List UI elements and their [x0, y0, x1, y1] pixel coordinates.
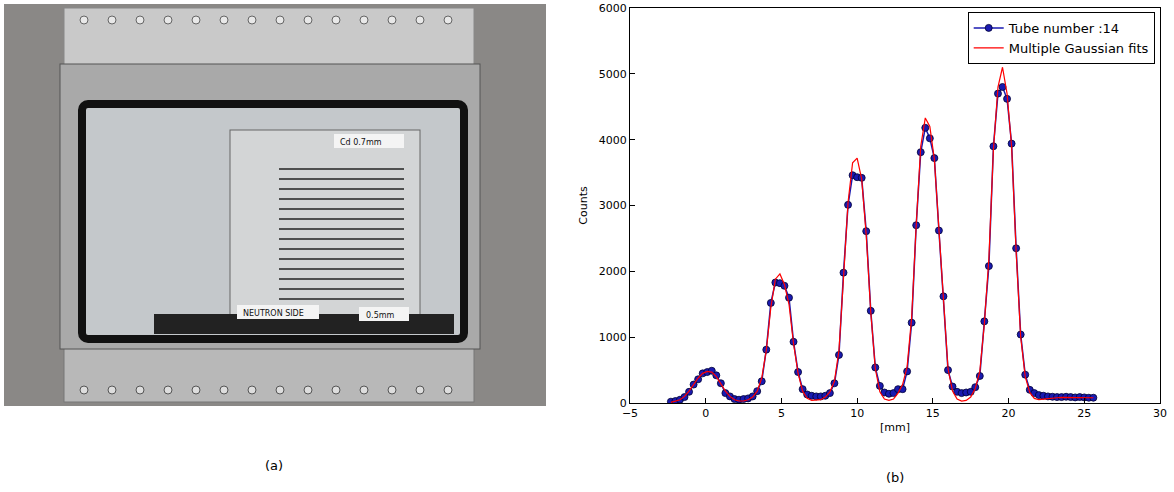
svg-text:5: 5 — [778, 407, 785, 420]
svg-text:25: 25 — [1077, 407, 1091, 420]
svg-text:Cd 0.7mm: Cd 0.7mm — [340, 138, 382, 147]
svg-text:[mm]: [mm] — [880, 421, 910, 434]
svg-text:1000: 1000 — [599, 331, 627, 344]
svg-text:2000: 2000 — [599, 265, 627, 278]
svg-text:5000: 5000 — [599, 68, 627, 81]
svg-text:3000: 3000 — [599, 199, 627, 212]
svg-text:Multiple Gaussian fits: Multiple Gaussian fits — [1009, 41, 1149, 56]
svg-text:Counts: Counts — [577, 186, 590, 225]
svg-text:−5: −5 — [622, 407, 638, 420]
svg-text:6000: 6000 — [599, 2, 627, 15]
svg-text:10: 10 — [850, 407, 864, 420]
svg-text:4000: 4000 — [599, 134, 627, 147]
svg-text:30: 30 — [1153, 407, 1167, 420]
svg-text:0.5mm: 0.5mm — [366, 311, 395, 320]
svg-text:(b): (b) — [886, 470, 904, 485]
svg-text:Tube number :14: Tube number :14 — [1008, 21, 1119, 36]
svg-text:NEUTRON SIDE: NEUTRON SIDE — [243, 309, 304, 318]
svg-text:0: 0 — [702, 407, 709, 420]
html-text:(a): (a) — [265, 458, 284, 473]
svg-text:0: 0 — [620, 397, 627, 410]
svg-text:15: 15 — [926, 407, 940, 420]
svg-text:20: 20 — [1002, 407, 1016, 420]
